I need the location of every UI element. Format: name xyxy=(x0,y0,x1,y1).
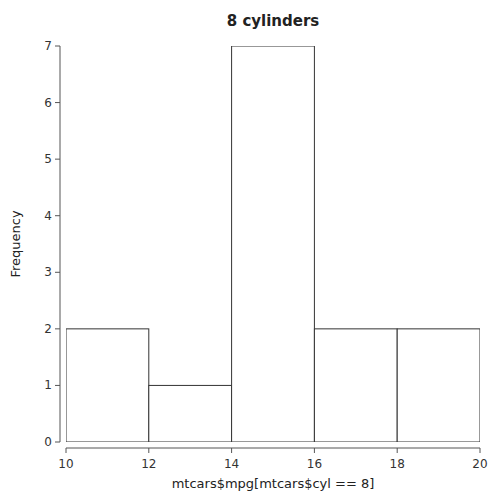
y-tick-label: 7 xyxy=(44,39,52,53)
y-tick xyxy=(55,272,60,273)
y-tick-label: 2 xyxy=(44,322,52,336)
y-tick-label: 6 xyxy=(44,96,52,110)
x-tick xyxy=(314,448,315,453)
x-axis-line xyxy=(66,448,480,449)
bars xyxy=(66,46,480,442)
y-axis-label: Frequency xyxy=(8,210,23,277)
bar xyxy=(314,329,397,442)
x-tick-label: 14 xyxy=(224,457,239,471)
y-tick xyxy=(55,328,60,329)
y-tick xyxy=(55,215,60,216)
x-tick xyxy=(148,448,149,453)
bar xyxy=(232,46,315,442)
bar xyxy=(149,385,232,442)
x-tick xyxy=(397,448,398,453)
y-tick-label: 5 xyxy=(44,152,52,166)
y-tick xyxy=(55,102,60,103)
x-tick-label: 16 xyxy=(307,457,322,471)
chart: 101214161820012345678 cylindersmtcars$mp… xyxy=(0,0,504,504)
y-tick xyxy=(55,159,60,160)
y-tick-label: 4 xyxy=(44,209,52,223)
bar xyxy=(66,329,149,442)
y-tick-label: 0 xyxy=(44,435,52,449)
y-tick xyxy=(55,442,60,443)
y-tick-label: 1 xyxy=(44,378,52,392)
x-tick-label: 18 xyxy=(390,457,405,471)
y-tick-label: 3 xyxy=(44,265,52,279)
y-axis-line xyxy=(60,46,61,442)
x-tick xyxy=(231,448,232,453)
x-axis-label: mtcars$mpg[mtcars$cyl == 8] xyxy=(172,476,375,491)
x-tick-label: 10 xyxy=(58,457,73,471)
x-tick-label: 20 xyxy=(472,457,487,471)
y-tick xyxy=(55,385,60,386)
y-tick xyxy=(55,46,60,47)
bar xyxy=(397,329,480,442)
x-tick xyxy=(66,448,67,453)
x-tick-label: 12 xyxy=(141,457,156,471)
title: 8 cylinders xyxy=(227,12,320,30)
x-tick xyxy=(480,448,481,453)
